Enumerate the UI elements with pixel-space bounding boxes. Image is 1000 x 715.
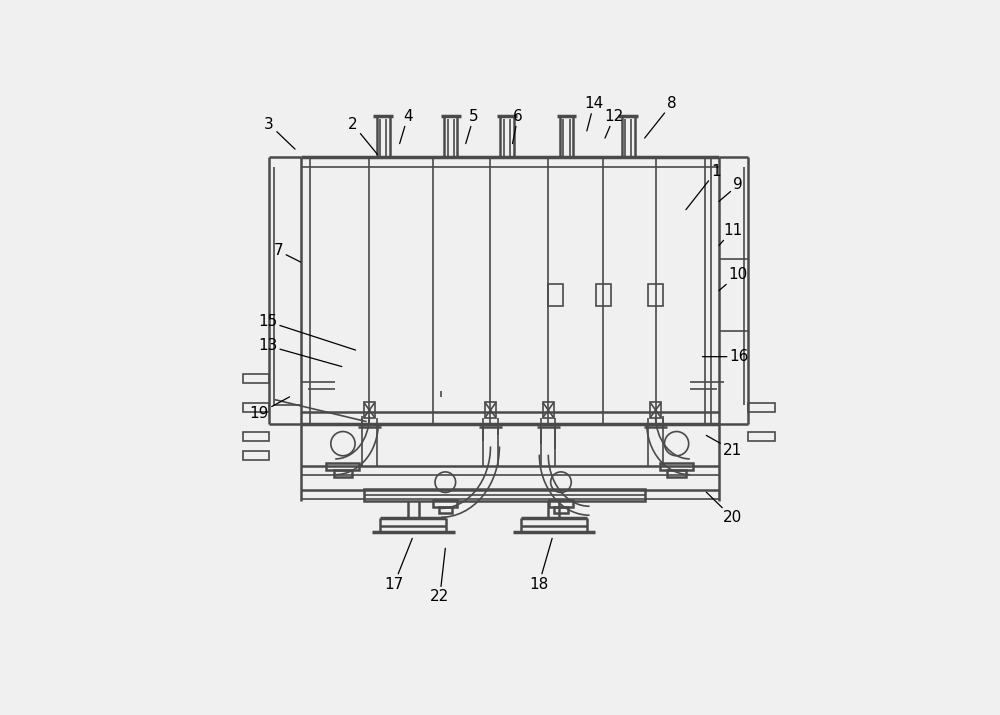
Text: 12: 12 (605, 109, 624, 138)
Text: 16: 16 (702, 349, 749, 364)
Bar (748, 403, 775, 413)
Bar (554, 507, 568, 513)
Bar (543, 403, 554, 418)
Text: 11: 11 (719, 222, 742, 245)
Bar (364, 403, 375, 418)
Text: 6: 6 (512, 109, 523, 144)
Bar (364, 489, 645, 501)
Bar (243, 451, 269, 460)
Bar (667, 470, 686, 477)
Bar (548, 285, 563, 306)
Text: 22: 22 (430, 548, 449, 604)
Text: 10: 10 (719, 267, 748, 290)
Bar (326, 463, 359, 470)
Text: 19: 19 (250, 397, 290, 421)
Text: 18: 18 (529, 538, 552, 591)
Text: 1: 1 (686, 164, 721, 209)
Text: 20: 20 (706, 492, 742, 526)
Bar (648, 285, 663, 306)
Text: 5: 5 (466, 109, 479, 144)
Bar (334, 470, 352, 477)
Text: 7: 7 (274, 244, 301, 262)
Bar (243, 374, 269, 383)
Bar (596, 285, 611, 306)
Bar (549, 500, 573, 507)
Bar (243, 403, 269, 413)
Text: 17: 17 (385, 538, 412, 591)
Text: 3: 3 (264, 117, 295, 149)
Bar (650, 403, 661, 418)
Text: 4: 4 (400, 109, 413, 144)
Bar (748, 432, 775, 441)
Bar (433, 500, 457, 507)
Text: 13: 13 (258, 338, 342, 367)
Bar (485, 403, 496, 418)
Text: 9: 9 (719, 177, 743, 202)
Bar (439, 507, 452, 513)
Text: 8: 8 (645, 96, 677, 138)
Bar (243, 432, 269, 441)
Text: 2: 2 (348, 117, 378, 154)
Text: 21: 21 (706, 435, 742, 458)
Bar (660, 463, 693, 470)
Text: 15: 15 (258, 314, 356, 350)
Text: 14: 14 (584, 96, 604, 131)
